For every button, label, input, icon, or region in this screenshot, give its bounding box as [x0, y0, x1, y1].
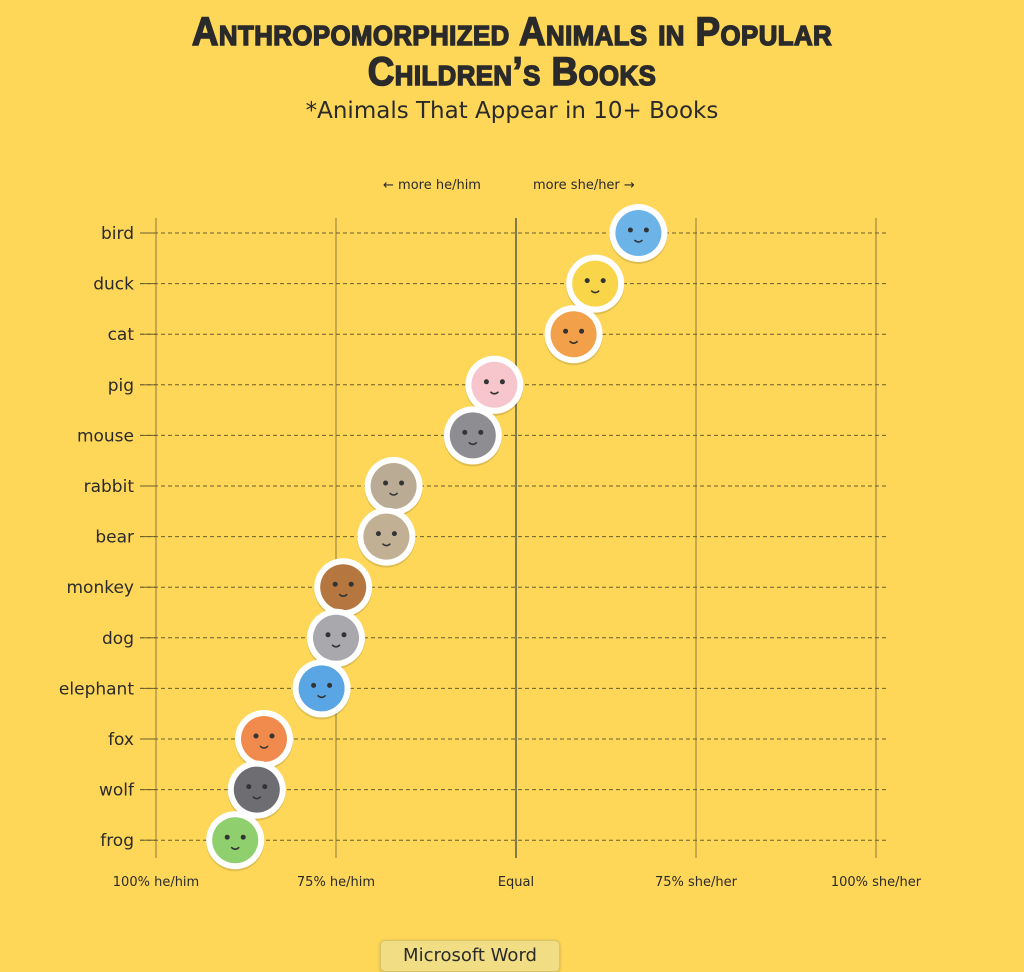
eye	[224, 834, 230, 840]
animal-marker-fox	[235, 710, 293, 770]
animal-marker-monkey	[314, 558, 373, 619]
eye	[391, 531, 397, 537]
eye	[399, 480, 405, 486]
frog-face-icon	[212, 817, 259, 864]
y-tick-label: elephant	[59, 679, 134, 699]
y-tick-label: wolf	[99, 781, 135, 801]
eye	[462, 429, 468, 435]
eye	[341, 632, 347, 638]
mouth	[590, 290, 600, 294]
eye	[579, 328, 585, 334]
chart-title: Anthropomorphized Animals in Popular Chi…	[41, 10, 983, 94]
rabbit-face-icon	[370, 463, 417, 509]
eye	[383, 480, 389, 486]
mouth	[569, 340, 579, 344]
animal-marker-cat	[544, 305, 603, 366]
eye	[375, 531, 381, 537]
eye	[584, 278, 590, 284]
elephant-face-icon	[298, 665, 345, 712]
y-tick-label: bird	[101, 224, 134, 244]
animal-marker-rabbit	[364, 457, 423, 517]
eye	[499, 379, 505, 385]
chart-subtitle: *Animals That Appear in 10+ Books	[305, 98, 719, 124]
eye	[327, 682, 333, 688]
direction-she-label: more she/her →	[533, 178, 635, 193]
eye	[332, 581, 338, 587]
duck-face-icon	[572, 260, 619, 307]
mouth	[468, 441, 478, 446]
cat-face-icon	[550, 311, 597, 358]
title-line-1: Anthropomorphized Animals in Popular	[191, 10, 833, 54]
y-tick-label: duck	[93, 275, 134, 295]
y-tick-label: mouse	[77, 426, 134, 446]
microsoft-word-button[interactable]: Microsoft Word	[380, 940, 560, 972]
y-tick-label: monkey	[67, 578, 135, 598]
mouth	[633, 239, 643, 243]
eye	[627, 227, 633, 233]
title-line-2: Children’s Books	[367, 50, 657, 94]
eye	[348, 581, 354, 587]
x-tick-label: 75% she/her	[655, 875, 738, 890]
eye	[643, 227, 649, 233]
x-tick-label: 75% he/him	[297, 875, 375, 890]
eye	[240, 834, 246, 840]
animal-marker-elephant	[292, 659, 351, 720]
mouth	[317, 694, 327, 699]
bear-face-icon	[363, 513, 410, 560]
wolf-face-icon	[233, 766, 280, 813]
x-tick-label: Equal	[498, 875, 534, 890]
mouth	[489, 391, 499, 395]
bird-face-icon	[615, 210, 662, 256]
x-tick-label: 100% he/him	[113, 875, 199, 890]
eye	[246, 784, 252, 790]
mouth	[338, 593, 348, 597]
animal-marker-wolf	[227, 760, 286, 821]
mouth	[230, 846, 240, 850]
eye	[325, 632, 331, 638]
animal-marker-pig	[465, 355, 524, 416]
mouth	[252, 796, 262, 800]
y-tick-label: pig	[108, 376, 134, 396]
dog-face-icon	[313, 614, 359, 661]
eye	[483, 379, 489, 385]
y-tick-label: frog	[100, 831, 134, 851]
x-tick-label: 100% she/her	[831, 875, 922, 890]
animal-marker-bear	[357, 507, 416, 568]
animal-marker-dog	[307, 608, 365, 669]
animal-marker-bird	[609, 204, 668, 264]
eye	[600, 278, 606, 284]
mouth	[389, 492, 399, 496]
y-tick-label: bear	[95, 528, 134, 548]
animal-marker-duck	[566, 254, 625, 315]
eye	[253, 733, 259, 739]
eye	[563, 328, 569, 334]
eye	[478, 429, 484, 435]
animal-marker-frog	[206, 811, 265, 872]
mouse-face-icon	[449, 412, 496, 459]
y-tick-label: fox	[108, 730, 134, 750]
y-tick-label: cat	[108, 325, 135, 345]
mouth	[331, 644, 341, 648]
eye	[311, 682, 317, 688]
mouth	[259, 745, 269, 749]
y-tick-label: rabbit	[84, 477, 135, 497]
eye	[269, 733, 275, 739]
fox-face-icon	[241, 716, 287, 762]
animal-marker-mouse	[443, 406, 502, 467]
monkey-face-icon	[320, 564, 367, 611]
y-tick-label: dog	[102, 629, 134, 649]
eye	[262, 784, 268, 790]
direction-he-label: ← more he/him	[383, 178, 481, 193]
pig-face-icon	[471, 361, 518, 408]
mouth	[381, 543, 391, 547]
